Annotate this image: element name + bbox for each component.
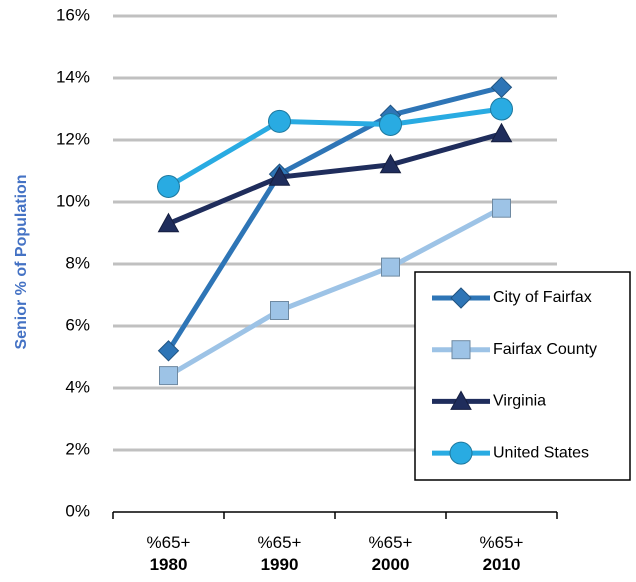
legend-label: Virginia <box>493 393 546 410</box>
y-tick-label: 14% <box>56 67 90 86</box>
marker <box>490 97 513 121</box>
x-tick-label-line: %65+ <box>258 533 302 552</box>
marker <box>451 340 471 360</box>
x-tick-label-line: %65+ <box>147 533 191 552</box>
x-tick-label-line: 2010 <box>483 555 521 574</box>
marker <box>157 340 180 362</box>
marker <box>270 301 289 320</box>
marker <box>490 122 513 143</box>
legend-label: City of Fairfax <box>493 289 592 306</box>
marker <box>381 257 400 277</box>
marker <box>490 76 513 99</box>
marker <box>492 198 511 218</box>
y-axis-label: Senior % of Population <box>13 174 30 349</box>
y-tick-label: 0% <box>65 501 90 520</box>
marker <box>157 212 180 233</box>
series-line <box>166 84 503 353</box>
legend-box <box>414 271 631 481</box>
x-tick-label-line: 1980 <box>150 555 188 574</box>
marker <box>450 390 472 410</box>
x-tick-label: %65+ 2000 <box>369 533 413 574</box>
x-tick-label: %65+ 1990 <box>258 533 302 574</box>
x-tick-label: %65+ 2010 <box>480 533 524 574</box>
series-line <box>167 131 503 227</box>
legend-label: United States <box>493 444 589 461</box>
x-tick-label-line: %65+ <box>480 533 524 552</box>
marker <box>159 366 178 386</box>
legend: City of Fairfax Fairfax County Virginia Uni… <box>414 271 631 481</box>
marker <box>449 441 473 465</box>
y-tick-label: 8% <box>65 253 90 272</box>
y-tick-label: 6% <box>65 315 90 334</box>
marker <box>379 113 402 136</box>
marker <box>379 153 402 174</box>
y-tick-label: 16% <box>56 5 90 24</box>
y-tick-label: 10% <box>56 191 90 210</box>
marker <box>268 109 291 133</box>
series-line <box>167 106 502 189</box>
x-tick-label-line: 2000 <box>372 555 410 574</box>
marker <box>450 287 472 309</box>
series-line <box>167 205 503 378</box>
marker <box>268 166 291 186</box>
y-tick-label: 4% <box>65 377 90 396</box>
x-tick-label-line: 1990 <box>261 555 299 574</box>
x-tick-label: %65+ 1980 <box>147 533 191 574</box>
y-tick-label: 2% <box>65 439 90 458</box>
y-tick-label: 12% <box>56 129 90 148</box>
marker <box>157 175 180 198</box>
legend-label: Fairfax County <box>493 341 597 358</box>
x-tick-label-line: %65+ <box>369 533 413 552</box>
